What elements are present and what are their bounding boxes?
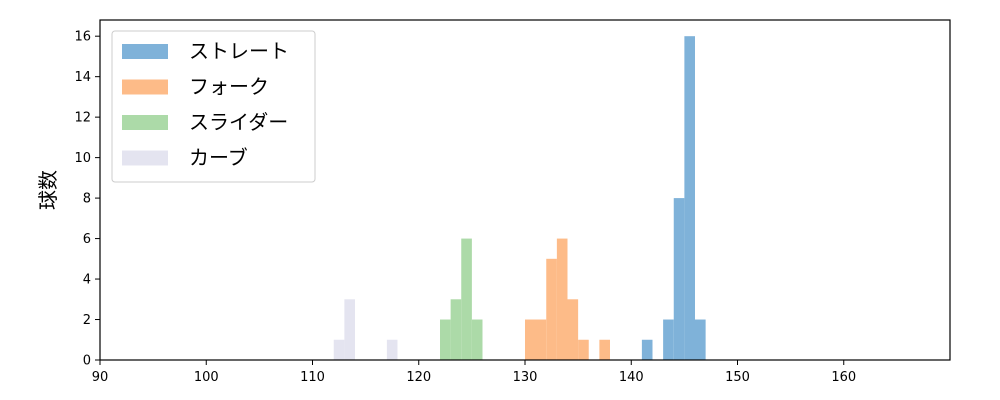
y-tick-label: 6 bbox=[83, 232, 91, 247]
legend-label-2: スライダー bbox=[189, 110, 288, 134]
bar-series-1-bin-3 bbox=[567, 299, 579, 360]
y-tick-label: 10 bbox=[74, 151, 91, 166]
legend-box bbox=[111, 30, 316, 183]
x-tick-label: 150 bbox=[725, 370, 750, 385]
x-tick-label: 120 bbox=[406, 370, 431, 385]
x-tick-label: 110 bbox=[300, 370, 325, 385]
bar-series-0-bin-3 bbox=[684, 36, 695, 360]
y-tick-label: 14 bbox=[74, 70, 91, 85]
y-axis: 0 2 4 6 8 10 12 14 16 bbox=[74, 30, 100, 369]
legend-label-0: ストレート bbox=[189, 39, 289, 63]
bar-series-0-bin-2 bbox=[673, 198, 685, 360]
x-tick-label: 130 bbox=[513, 370, 538, 385]
y-tick-label: 12 bbox=[74, 111, 91, 126]
bar-series-1-bin-0 bbox=[525, 319, 547, 360]
bar-series-2-bin-1 bbox=[450, 299, 462, 360]
legend-swatch-2 bbox=[122, 115, 168, 130]
bar-series-0-bin-4 bbox=[695, 319, 706, 360]
y-tick-label: 16 bbox=[74, 30, 91, 45]
bar-series-2-bin-3 bbox=[471, 319, 483, 360]
x-axis: 90 100 110 120 130 140 150 160 bbox=[92, 360, 856, 385]
bar-series-3-bin-2 bbox=[386, 339, 398, 360]
x-tick-label: 160 bbox=[831, 370, 856, 385]
legend-label-3: カーブ bbox=[189, 146, 248, 170]
legend-swatch-1 bbox=[122, 79, 168, 95]
x-tick-label: 140 bbox=[619, 370, 644, 385]
bar-series-3-bin-1 bbox=[344, 299, 355, 360]
y-axis-label: 球数 bbox=[36, 170, 60, 210]
bar-series-2-bin-0 bbox=[440, 319, 451, 360]
bar-series-0-bin-0 bbox=[641, 339, 653, 360]
bars-layer bbox=[333, 36, 706, 360]
bar-series-1-bin-4 bbox=[578, 339, 589, 360]
y-tick-label: 8 bbox=[83, 192, 91, 207]
bar-series-0-bin-1 bbox=[663, 319, 674, 360]
bar-series-2-bin-2 bbox=[461, 238, 472, 360]
bar-series-1-bin-1 bbox=[546, 258, 557, 360]
x-tick-label: 90 bbox=[92, 370, 109, 385]
legend-label-1: フォーク bbox=[189, 75, 269, 99]
legend-swatch-3 bbox=[122, 150, 168, 166]
y-tick-label: 0 bbox=[83, 354, 91, 369]
y-tick-label: 4 bbox=[83, 273, 91, 288]
bar-series-3-bin-0 bbox=[333, 339, 345, 360]
y-tick-label: 2 bbox=[83, 313, 91, 328]
bar-series-1-bin-5 bbox=[599, 339, 610, 360]
x-tick-label: 100 bbox=[194, 370, 219, 385]
bar-series-1-bin-2 bbox=[556, 238, 568, 360]
legend-swatch-0 bbox=[122, 44, 168, 59]
